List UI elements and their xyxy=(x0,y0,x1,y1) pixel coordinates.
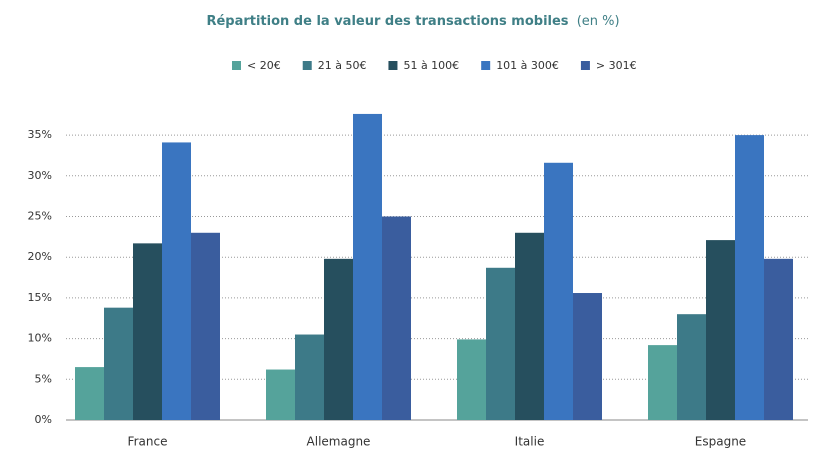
y-tick-label: 0% xyxy=(35,413,52,426)
bar xyxy=(382,216,411,420)
bar xyxy=(648,345,677,420)
legend-label: < 20€ xyxy=(247,59,281,72)
bar xyxy=(104,307,133,420)
x-tick-label: Allemagne xyxy=(307,435,371,449)
legend-label: > 301€ xyxy=(596,59,637,72)
bar xyxy=(75,367,104,420)
bar xyxy=(457,339,486,420)
bar xyxy=(486,267,515,420)
legend-label: 101 à 300€ xyxy=(496,59,559,72)
bar xyxy=(162,142,191,420)
chart-title: Répartition de la valeur des transaction… xyxy=(206,14,619,29)
x-tick-label: France xyxy=(128,435,168,449)
x-tick-label: Italie xyxy=(515,435,545,449)
bar xyxy=(706,240,735,420)
y-tick-label: 30% xyxy=(28,169,52,182)
title-unit: (en %) xyxy=(577,14,620,29)
bar xyxy=(133,243,162,420)
bar xyxy=(353,113,382,420)
y-tick-label: 5% xyxy=(35,372,52,385)
legend-swatch xyxy=(232,61,241,70)
bar xyxy=(266,369,295,420)
bar xyxy=(677,314,706,420)
y-tick-label: 25% xyxy=(28,210,52,223)
bar xyxy=(764,258,793,420)
legend-swatch xyxy=(481,61,491,70)
bar xyxy=(573,293,602,420)
legend-label: 21 à 50€ xyxy=(318,59,367,72)
bar xyxy=(191,232,220,420)
x-tick-label: Espagne xyxy=(695,435,746,449)
legend-swatch xyxy=(580,61,590,70)
bar xyxy=(544,162,573,420)
bar xyxy=(735,135,764,420)
legend-label: 51 à 100€ xyxy=(403,59,459,72)
y-tick-label: 10% xyxy=(28,332,52,345)
y-tick-label: 35% xyxy=(28,128,52,141)
y-tick-label: 20% xyxy=(28,250,52,263)
bar xyxy=(324,258,353,420)
y-tick-label: 15% xyxy=(28,291,52,304)
title-main: Répartition de la valeur des transaction… xyxy=(206,14,568,29)
bar xyxy=(295,334,324,420)
legend-swatch xyxy=(302,61,312,70)
legend-swatch xyxy=(388,61,398,70)
bar xyxy=(515,232,544,420)
